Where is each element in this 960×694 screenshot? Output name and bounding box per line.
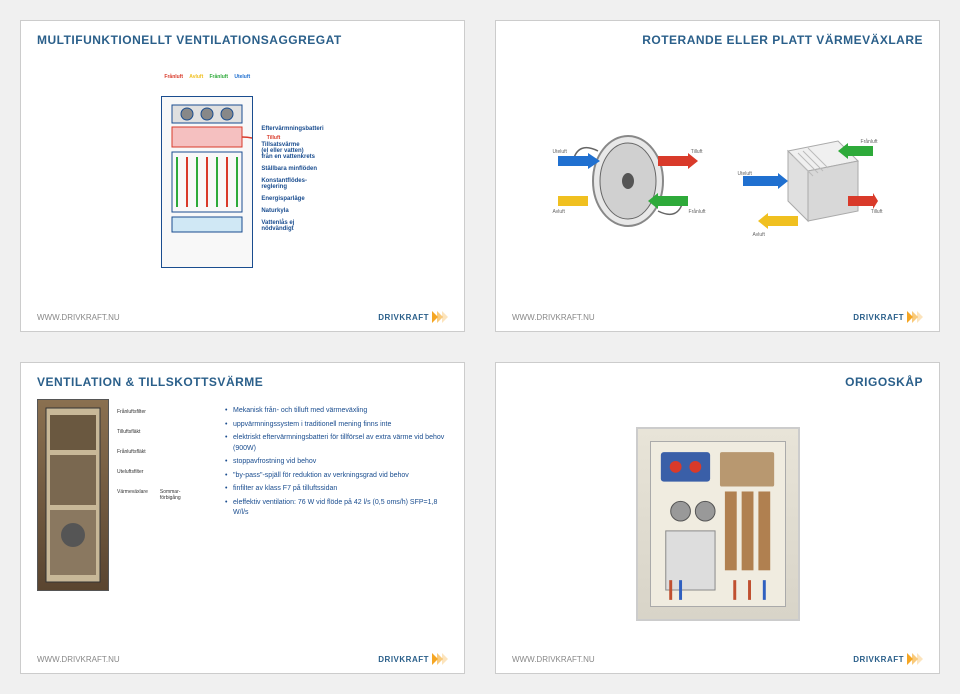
ventilation-photo	[37, 399, 109, 591]
slide-4-footer: WWW.DRIVKRAFT.NU DRIVKRAFT	[512, 653, 923, 665]
tilluft-label: Tilluft	[267, 135, 281, 141]
brand-logo: DRIVKRAFT	[378, 311, 448, 323]
footer-url: WWW.DRIVKRAFT.NU	[512, 655, 595, 664]
unit-cutaway-icon	[162, 97, 252, 267]
ventilation-unit-diagram: Frånluft Avluft Frånluft Uteluft	[161, 96, 323, 268]
rotary-exchanger: Uteluft Tilluft Avluft Frånluft	[558, 121, 698, 243]
slide-grid: MULTIFUNKTIONELLT VENTILATIONSAGGREGAT F…	[20, 20, 940, 674]
footer-url: WWW.DRIVKRAFT.NU	[37, 313, 120, 322]
slide-1-body: Frånluft Avluft Frånluft Uteluft	[37, 57, 448, 307]
brand-logo: DRIVKRAFT	[378, 653, 448, 665]
cabinet-internals-icon	[651, 442, 785, 606]
slide-4-body	[512, 399, 923, 649]
callout-label: Eftervärmningsbatteri	[261, 126, 323, 132]
slide-4: ORIGOSKÅP	[495, 362, 940, 674]
brand-logo: DRIVKRAFT	[853, 653, 923, 665]
schematic-labels: Frånluftsfilter Tilluftsfläkt Frånluftsf…	[117, 399, 177, 501]
slide-3-body: Frånluftsfilter Tilluftsfläkt Frånluftsf…	[37, 399, 448, 649]
slide-4-title: ORIGOSKÅP	[512, 375, 923, 389]
chevron-icon	[907, 311, 923, 323]
plate-cube-icon	[738, 121, 878, 241]
chevron-icon	[432, 653, 448, 665]
slide-3-footer: WWW.DRIVKRAFT.NU DRIVKRAFT	[37, 653, 448, 665]
brand-logo: DRIVKRAFT	[853, 311, 923, 323]
unit-box: Tilluft	[161, 96, 253, 268]
slide-2: ROTERANDE ELLER PLATT VÄRMEVÄXLARE	[495, 20, 940, 332]
slide-1-footer: WWW.DRIVKRAFT.NU DRIVKRAFT	[37, 311, 448, 323]
origo-cabinet-photo	[636, 427, 800, 621]
footer-url: WWW.DRIVKRAFT.NU	[512, 313, 595, 322]
slide-2-body: Uteluft Tilluft Avluft Frånluft	[512, 57, 923, 307]
chevron-icon	[907, 653, 923, 665]
unit-photo-icon	[38, 400, 108, 590]
bullet-list: Mekanisk från- och tilluft med värmeväxl…	[185, 406, 448, 522]
slide-3-title: VENTILATION & TILLSKOTTSVÄRME	[37, 375, 448, 389]
rotary-wheel-icon	[558, 121, 698, 241]
slide-2-footer: WWW.DRIVKRAFT.NU DRIVKRAFT	[512, 311, 923, 323]
unit-labels: Eftervärmningsbatteri Tillsatsvärme (el …	[261, 96, 323, 268]
footer-url: WWW.DRIVKRAFT.NU	[37, 655, 120, 664]
chevron-icon	[432, 311, 448, 323]
slide-3: VENTILATION & TILLSKOTTSVÄRME Frånluftsf…	[20, 362, 465, 674]
ventilation-row: Frånluftsfilter Tilluftsfläkt Frånluftsf…	[37, 399, 448, 591]
plate-exchanger: Uteluft Frånluft Tilluft Avluft	[738, 121, 878, 243]
top-arrows: Frånluft Avluft Frånluft Uteluft	[161, 74, 253, 80]
slide-1: MULTIFUNKTIONELLT VENTILATIONSAGGREGAT F…	[20, 20, 465, 332]
slide-2-title: ROTERANDE ELLER PLATT VÄRMEVÄXLARE	[512, 33, 923, 47]
slide-1-title: MULTIFUNKTIONELLT VENTILATIONSAGGREGAT	[37, 33, 448, 47]
heat-exchanger-row: Uteluft Tilluft Avluft Frånluft	[512, 121, 923, 243]
